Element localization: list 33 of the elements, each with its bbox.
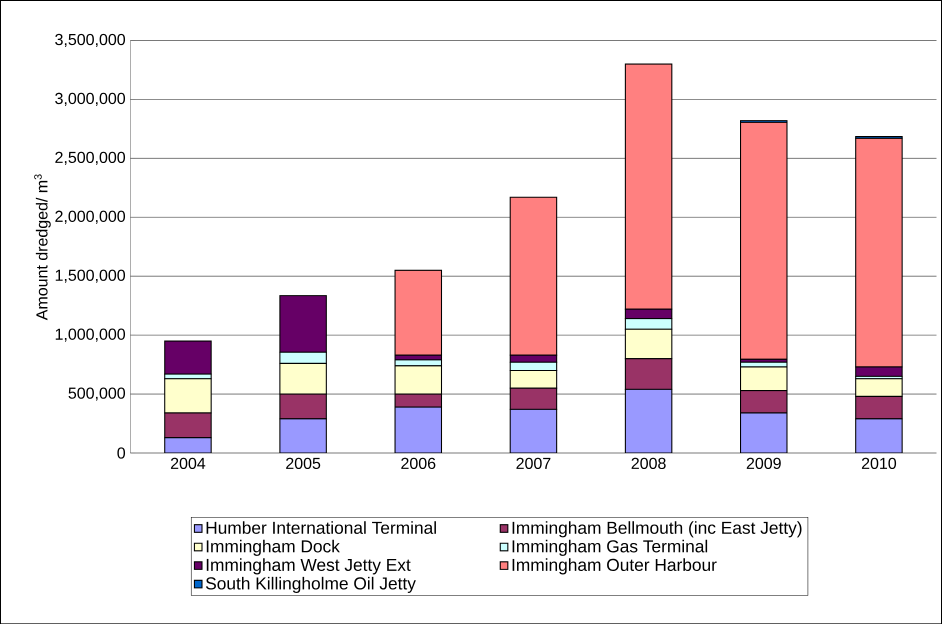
y-tick-label: 1,000,000 [56, 328, 126, 342]
bar [164, 437, 212, 453]
x-tick-label: 2010 [862, 458, 896, 469]
x-tick-label: 2008 [632, 458, 666, 469]
bar [279, 418, 327, 453]
y-tick-label: 2,000,000 [55, 210, 126, 224]
y-tick-label: 0 [117, 447, 126, 459]
legend-label: South Killingholme Oil Jetty [206, 576, 416, 593]
y-tick-label: 3,000,000 [55, 92, 126, 106]
bar [740, 412, 788, 453]
bar [394, 270, 442, 356]
x-tick-label: 2005 [286, 458, 320, 469]
bar [394, 406, 442, 453]
x-tick-label: 2009 [746, 458, 781, 469]
x-tick-label: 2007 [516, 458, 550, 469]
legend-label: Immingham West Jetty Ext [206, 558, 411, 574]
legend-label: Immingham Gas Terminal [512, 540, 708, 556]
bar [624, 388, 672, 453]
y-tick-label: 1,500,000 [56, 269, 126, 283]
bar [740, 122, 788, 360]
y-tick-label: 500,000 [68, 387, 126, 401]
y-axis-title: Amount dredged/ m$^{3}$ [34, 174, 51, 320]
x-tick-label: 2006 [401, 458, 436, 469]
bar [164, 340, 212, 374]
legend-label: Humber International Terminal [206, 521, 436, 534]
legend-label: Immingham Outer Harbour [512, 558, 717, 574]
legend-label: Immingham Bellmouth (inc East Jetty) [512, 521, 802, 538]
bar [855, 418, 903, 453]
x-tick-label: 2004 [170, 458, 206, 469]
bar [510, 408, 558, 453]
legend-label: Immingham Dock [206, 540, 340, 556]
y-tick-label: 2,500,000 [55, 152, 126, 165]
y-tick-label: 3,500,000 [55, 34, 126, 47]
